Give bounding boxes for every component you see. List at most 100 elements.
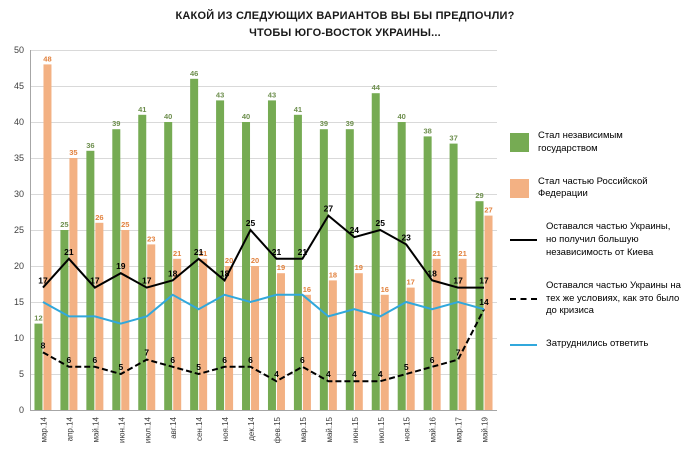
bar-russia xyxy=(354,273,363,410)
line-label-autonomy: 21 xyxy=(64,247,74,257)
line-label-autonomy: 21 xyxy=(298,247,308,257)
bar-label-independent: 46 xyxy=(190,69,198,78)
x-tick-label: мар.17 xyxy=(455,416,464,442)
x-tick-label: дек.14 xyxy=(247,416,256,440)
legend-label-autonomy: Оставался частью Украины, но получил бол… xyxy=(546,221,671,258)
bar-label-russia: 26 xyxy=(95,213,103,222)
bar-label-russia: 21 xyxy=(432,249,440,258)
bar-independent xyxy=(190,78,199,411)
bar-independent xyxy=(345,129,354,410)
bar-label-russia: 19 xyxy=(355,263,363,272)
line-undecided xyxy=(42,293,485,325)
x-tick-label: июл.15 xyxy=(377,416,386,443)
x-tick-label: авг.14 xyxy=(169,416,178,438)
line-autonomy xyxy=(42,214,485,289)
bar-independent xyxy=(293,114,302,411)
bar-independent xyxy=(86,150,95,411)
x-tick-label: май.14 xyxy=(91,416,100,442)
line-label-autonomy: 17 xyxy=(90,276,100,286)
y-tick-label: 20 xyxy=(14,261,24,271)
line-label-status-quo: 5 xyxy=(118,362,123,372)
legend-item-autonomy: Оставался частью Украины, но получил бол… xyxy=(510,221,682,259)
line-label-autonomy: 17 xyxy=(38,276,48,286)
bar-label-russia: 20 xyxy=(225,256,233,265)
bar-russia xyxy=(199,258,208,410)
chart-title-line2: ЧТОБЫ ЮГО-ВОСТОК УКРАИНЫ... xyxy=(249,26,441,39)
bar-independent xyxy=(449,143,458,410)
x-tick-label: май.16 xyxy=(429,416,438,442)
bar-russia xyxy=(43,64,52,411)
legend-item-status-quo: Оставался частью Украины на тех же услов… xyxy=(510,280,682,318)
line-label-status-quo: 6 xyxy=(170,355,175,365)
line-label-autonomy: 18 xyxy=(168,268,178,278)
bar-russia xyxy=(95,222,104,410)
bar-russia xyxy=(251,266,260,410)
chart-title: КАКОЙ ИЗ СЛЕДУЮЩИХ ВАРИАНТОВ ВЫ БЫ ПРЕДП… xyxy=(0,8,690,41)
bar-russia xyxy=(302,294,311,410)
black-solid-line-swatch-icon xyxy=(510,239,537,242)
bar-independent xyxy=(34,323,43,410)
legend-item-independent: Стал независимым государством xyxy=(510,130,682,156)
line-label-autonomy: 25 xyxy=(246,218,256,228)
y-tick-label: 10 xyxy=(14,333,24,343)
x-tick-label: июл.14 xyxy=(143,416,152,443)
bar-russia xyxy=(147,244,156,410)
bar-label-independent: 41 xyxy=(294,105,302,114)
bar-label-independent: 25 xyxy=(60,220,68,229)
bar-label-russia: 48 xyxy=(43,54,51,63)
y-tick-label: 35 xyxy=(14,153,24,163)
y-tick-label: 45 xyxy=(14,81,24,91)
bar-russia xyxy=(225,266,234,410)
x-tick-label: мар.15 xyxy=(299,416,308,442)
bar-label-russia: 16 xyxy=(303,285,311,294)
line-label-status-quo: 7 xyxy=(144,348,149,358)
line-label-autonomy: 18 xyxy=(427,268,437,278)
x-tick-label: май.19 xyxy=(481,416,490,442)
bar-independent xyxy=(397,122,406,410)
bar-russia xyxy=(406,287,415,410)
bar-label-russia: 27 xyxy=(484,206,492,215)
bar-label-independent: 37 xyxy=(449,134,457,143)
chart-legend: Стал независимым государством Стал часть… xyxy=(510,130,682,351)
bar-label-russia: 23 xyxy=(147,234,155,243)
x-tick-label: фев.15 xyxy=(273,416,282,443)
bar-label-russia: 19 xyxy=(277,263,285,272)
line-label-autonomy: 21 xyxy=(272,247,282,257)
black-dashed-line-swatch-icon xyxy=(510,297,537,300)
bar-russia xyxy=(69,158,78,410)
bar-label-russia: 17 xyxy=(407,278,415,287)
line-label-status-quo: 6 xyxy=(300,355,305,365)
line-label-status-quo: 8 xyxy=(41,340,46,350)
bar-independent xyxy=(371,93,380,410)
line-label-status-quo: 6 xyxy=(222,355,227,365)
bar-label-russia: 21 xyxy=(458,249,466,258)
line-label-status-quo: 6 xyxy=(92,355,97,365)
bar-independent xyxy=(164,122,173,410)
legend-label-russia: Стал частью Российской Федерации xyxy=(538,175,648,200)
x-tick-label: ноя.15 xyxy=(403,416,412,441)
bar-label-russia: 21 xyxy=(173,249,181,258)
y-tick-label: 30 xyxy=(14,189,24,199)
x-tick-label: июн.15 xyxy=(351,416,360,443)
legend-label-undecided: Затруднились ответить xyxy=(546,338,649,350)
line-label-autonomy: 24 xyxy=(350,225,360,235)
bar-label-independent: 40 xyxy=(164,112,172,121)
line-label-status-quo: 4 xyxy=(352,369,357,379)
bar-label-russia: 21 xyxy=(199,249,207,258)
line-status-quo xyxy=(42,308,485,383)
bar-label-russia: 20 xyxy=(251,256,259,265)
bar-label-russia: 25 xyxy=(121,220,129,229)
line-label-status-quo: 4 xyxy=(326,369,331,379)
line-label-status-quo: 5 xyxy=(404,362,409,372)
bar-russia xyxy=(484,215,493,410)
y-tick-label: 5 xyxy=(19,369,24,379)
y-tick-label: 0 xyxy=(19,405,24,415)
line-label-autonomy: 27 xyxy=(324,204,334,214)
line-label-status-quo: 4 xyxy=(378,369,383,379)
green-bar-swatch-icon xyxy=(510,133,529,153)
bar-label-russia: 35 xyxy=(69,148,77,157)
orange-bar-swatch-icon xyxy=(510,178,529,198)
bar-label-independent: 44 xyxy=(372,83,381,92)
bar-independent xyxy=(112,129,121,410)
